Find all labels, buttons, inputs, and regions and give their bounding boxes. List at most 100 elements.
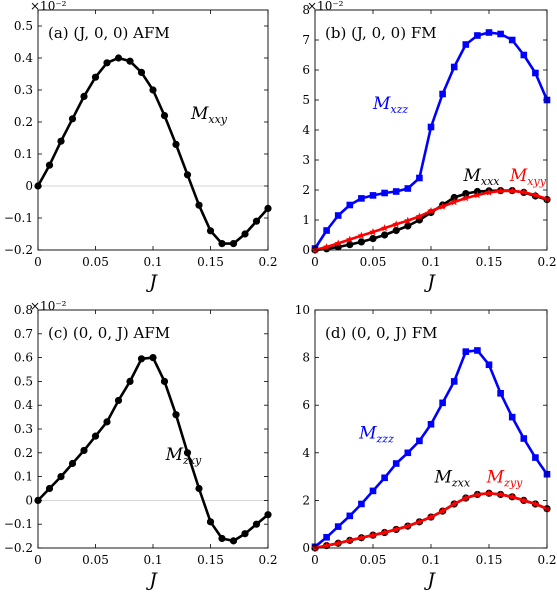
data-point	[160, 112, 169, 120]
data-point	[80, 446, 88, 455]
data-point	[520, 51, 528, 59]
data-point	[195, 484, 203, 493]
data-point	[485, 361, 493, 369]
x-tick-label: 0.1	[421, 255, 440, 269]
y-tick-label: 4	[302, 446, 310, 460]
x-axis-label: J	[423, 569, 436, 591]
x-tick-label: 0.15	[197, 255, 224, 269]
series-line	[37, 356, 269, 543]
y-tick-label: −0.2	[4, 541, 33, 555]
y-tick-label: 0.6	[14, 351, 33, 365]
data-point	[531, 499, 540, 508]
axis-exponent-label: ×10⁻²	[30, 299, 67, 313]
data-point	[346, 235, 354, 243]
data-point	[103, 59, 111, 67]
y-tick-label: 7	[302, 33, 310, 47]
data-point	[218, 240, 226, 248]
data-point	[334, 523, 342, 530]
series-label-subscript: xyy	[527, 175, 546, 188]
data-point	[252, 520, 261, 528]
x-tick-label: 0.2	[258, 553, 277, 567]
data-point	[462, 494, 470, 502]
data-point	[532, 69, 539, 77]
data-point	[427, 513, 435, 521]
x-tick-label: 0	[311, 255, 319, 269]
data-point	[392, 220, 400, 228]
series-label-main: M	[433, 468, 452, 488]
x-axis-label: J	[145, 569, 158, 591]
series-label: Mxxy	[190, 104, 228, 126]
y-tick-label: 6	[302, 63, 310, 77]
data-point	[241, 230, 249, 238]
data-point	[45, 161, 54, 169]
data-point	[415, 212, 424, 220]
data-point	[473, 490, 482, 498]
data-point	[369, 192, 377, 199]
chart-panel-c: 0 0.05 0.1 0.15 0.2 −0.2 −0.1 0 0.1 0.2 0.3 0.4 0.5 0…	[4, 299, 278, 591]
data-point	[114, 396, 123, 405]
data-point	[520, 435, 528, 442]
y-tick-label: −0.1	[4, 211, 33, 225]
data-point	[346, 536, 354, 544]
series-label-subscript: zzz	[376, 433, 395, 446]
data-point	[415, 517, 424, 526]
x-tick-label: 0.2	[258, 255, 277, 269]
series-m-xyy: Mxyy	[311, 166, 551, 254]
data-point	[404, 185, 412, 192]
data-point	[369, 235, 377, 243]
y-tick-label: 8	[302, 3, 310, 17]
data-point	[416, 437, 423, 445]
data-point	[380, 224, 389, 232]
data-point	[462, 41, 470, 48]
series-label-main: M	[486, 468, 505, 488]
y-tick-label: 0.3	[14, 422, 33, 436]
data-point	[334, 239, 342, 247]
y-tick-label: 4	[302, 123, 310, 137]
y-tick-label: 0.5	[14, 374, 33, 388]
data-point	[346, 512, 354, 520]
axis-exponent-label: ×10⁻²	[307, 0, 344, 13]
data-point	[323, 227, 330, 234]
data-point	[358, 195, 365, 202]
data-point	[531, 191, 540, 199]
plot-frame	[37, 9, 269, 251]
series-label-main: M	[509, 166, 528, 186]
data-point	[450, 193, 458, 202]
data-point	[334, 539, 342, 547]
y-tick-label: 2	[302, 493, 310, 507]
y-tick-label: 5	[302, 93, 310, 107]
data-point	[520, 496, 528, 504]
data-point	[183, 449, 192, 457]
data-point	[404, 522, 412, 530]
x-tick-label: 0.2	[537, 255, 556, 269]
y-tick-label: 0	[302, 243, 310, 257]
data-point	[497, 390, 504, 397]
x-tick-label: 0.1	[143, 255, 162, 269]
data-point	[427, 420, 435, 428]
x-tick-label: 0.05	[82, 553, 109, 567]
series-line	[313, 31, 549, 250]
y-tick-label: 0.2	[14, 446, 33, 460]
data-point	[508, 186, 516, 195]
panel-title: (a) (J, 0, 0) AFM	[48, 24, 170, 42]
data-point	[462, 348, 470, 355]
data-point	[496, 186, 505, 195]
panel-title: (d) (0, 0, J) FM	[325, 324, 438, 342]
x-axis-label: J	[423, 271, 436, 293]
data-point	[322, 243, 331, 251]
data-point	[462, 190, 470, 198]
data-point	[357, 238, 365, 246]
series-label: Mzxx	[433, 468, 470, 490]
data-point	[369, 487, 377, 495]
data-point	[404, 216, 412, 224]
x-tick-label: 0	[311, 553, 319, 567]
data-point	[45, 484, 54, 493]
data-point	[450, 198, 458, 206]
data-point	[206, 518, 215, 526]
series-m-zxy: Mzxy	[34, 354, 272, 545]
data-point	[381, 231, 389, 239]
y-tick-label: 0.4	[14, 51, 33, 65]
data-point	[91, 73, 100, 81]
x-tick-label: 0.15	[197, 553, 224, 567]
